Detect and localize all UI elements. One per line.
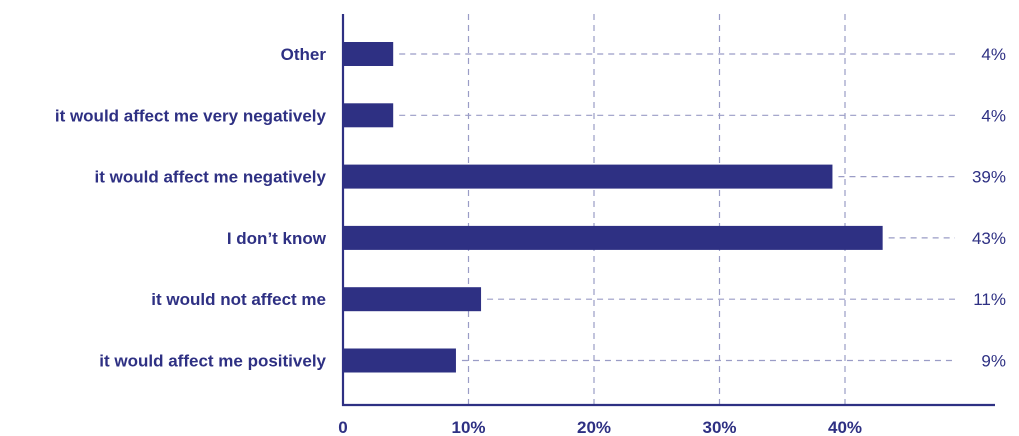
- category-label: it would not affect me: [151, 290, 326, 309]
- bar: [344, 287, 482, 312]
- bars: [344, 42, 883, 373]
- value-label: 11%: [973, 290, 1006, 309]
- value-label: 4%: [981, 45, 1006, 64]
- category-labels: Other it would affect me very negatively i…: [55, 45, 327, 371]
- category-label: it would affect me positively: [99, 352, 326, 371]
- category-label: it would affect me very negatively: [55, 106, 327, 125]
- value-label: 39%: [972, 168, 1006, 187]
- bar: [344, 348, 456, 373]
- value-label: 43%: [972, 229, 1006, 248]
- x-tick-labels: 0 10% 20% 30% 40%: [338, 418, 862, 436]
- category-label: Other: [281, 45, 327, 64]
- value-labels: 4% 4% 39% 43% 11% 9%: [972, 45, 1006, 371]
- x-tick-label: 30%: [702, 418, 736, 436]
- value-label: 4%: [981, 106, 1006, 125]
- category-label: I don’t know: [227, 229, 327, 248]
- bar: [344, 164, 833, 189]
- x-tick-label: 20%: [577, 418, 611, 436]
- axes: [341, 14, 995, 407]
- bar: [344, 225, 883, 250]
- value-leaders: [399, 53, 955, 362]
- gridlines: [467, 14, 846, 405]
- value-label: 9%: [981, 352, 1006, 371]
- category-label: it would affect me negatively: [95, 168, 327, 187]
- x-tick-label: 10%: [451, 418, 485, 436]
- bar: [344, 103, 394, 128]
- x-tick-label: 0: [338, 418, 347, 436]
- bar: [344, 42, 394, 66]
- x-tick-label: 40%: [828, 418, 862, 436]
